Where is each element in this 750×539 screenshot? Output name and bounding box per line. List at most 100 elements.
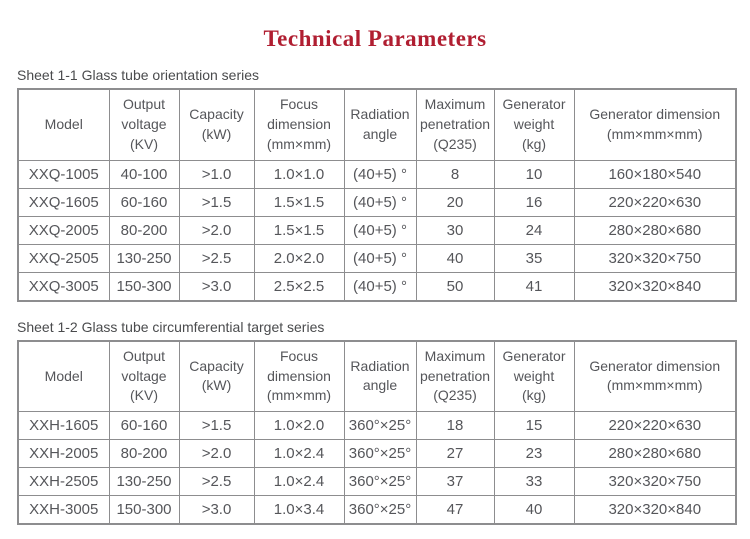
table-row: XXH-2505 130-250 >2.5 1.0×2.4 360°×25° 37 33 32… <box>17 467 737 497</box>
table-cell: >1.5 <box>178 411 255 441</box>
table-cell: 18 <box>415 411 495 441</box>
table-cell: 160×180×540 <box>573 159 737 189</box>
table-cell: XXH-2505 <box>17 467 110 497</box>
column-header: Capacity (kW) <box>178 88 255 161</box>
table-cell: 10 <box>493 159 575 189</box>
table-cell: 23 <box>493 439 575 469</box>
table-cell: XXQ-2005 <box>17 215 110 245</box>
table-cell: XXH-3005 <box>17 495 110 525</box>
table-cell: 40 <box>415 243 495 273</box>
table-cell: 130-250 <box>108 243 180 273</box>
table-cell: 47 <box>415 495 495 525</box>
table-cell: 360°×25° <box>343 439 417 469</box>
table-cell: XXQ-2505 <box>17 243 110 273</box>
table-cell: >2.0 <box>178 439 255 469</box>
table-cell: (40+5) ° <box>343 187 417 217</box>
table-cell: 2.0×2.0 <box>253 243 345 273</box>
glass-tube-orientation-series-table: Model Output voltage (KV) Capacity (kW) Foc… <box>17 88 737 302</box>
table-row: XXQ-1005 40-100 >1.0 1.0×1.0 (40+5) ° 8 10 160×… <box>17 159 737 189</box>
column-header: Generator weight (kg) <box>493 88 575 161</box>
table-cell: 30 <box>415 215 495 245</box>
table-cell: 33 <box>493 467 575 497</box>
table-cell: (40+5) ° <box>343 159 417 189</box>
table-row: XXH-3005 150-300 >3.0 1.0×3.4 360°×25° 47 40 32… <box>17 495 737 525</box>
column-header: Model <box>17 88 110 161</box>
table-cell: 35 <box>493 243 575 273</box>
table-cell: 8 <box>415 159 495 189</box>
table-cell: 20 <box>415 187 495 217</box>
column-header: Radiation angle <box>343 88 417 161</box>
table-cell: 320×320×750 <box>573 243 737 273</box>
table-cell: 320×320×840 <box>573 495 737 525</box>
table-cell: 360°×25° <box>343 495 417 525</box>
table-cell: 41 <box>493 271 575 302</box>
column-header: Generator dimension (mm×mm×mm) <box>573 340 737 413</box>
column-header: Generator weight (kg) <box>493 340 575 413</box>
column-header: Maximum penetration (Q235) <box>415 340 495 413</box>
table-cell: 60-160 <box>108 187 180 217</box>
table-cell: 1.5×1.5 <box>253 187 345 217</box>
table-cell: 40-100 <box>108 159 180 189</box>
table-cell: XXQ-1005 <box>17 159 110 189</box>
column-header: Focus dimension (mm×mm) <box>253 340 345 413</box>
table-cell: >2.5 <box>178 243 255 273</box>
table-cell: 1.0×2.0 <box>253 411 345 441</box>
table-cell: >3.0 <box>178 495 255 525</box>
table-row: XXQ-2505 130-250 >2.5 2.0×2.0 (40+5) ° 40 35 32… <box>17 243 737 273</box>
table-cell: (40+5) ° <box>343 271 417 302</box>
table-cell: 320×320×840 <box>573 271 737 302</box>
table-cell: 1.0×2.4 <box>253 439 345 469</box>
table-cell: 150-300 <box>108 271 180 302</box>
table-cell: 130-250 <box>108 467 180 497</box>
table-cell: >1.0 <box>178 159 255 189</box>
column-header: Capacity (kW) <box>178 340 255 413</box>
table-cell: (40+5) ° <box>343 215 417 245</box>
table-cell: 2.5×2.5 <box>253 271 345 302</box>
sheet-1-2-caption: Sheet 1-2 Glass tube circumferential tar… <box>17 318 325 335</box>
table-cell: 360°×25° <box>343 467 417 497</box>
table-row: XXH-2005 80-200 >2.0 1.0×2.4 360°×25° 27 23 280… <box>17 439 737 469</box>
table-cell: 280×280×680 <box>573 215 737 245</box>
table-row: XXH-1605 60-160 >1.5 1.0×2.0 360°×25° 18 15 220… <box>17 411 737 441</box>
table-cell: 24 <box>493 215 575 245</box>
table-cell: 1.0×3.4 <box>253 495 345 525</box>
table-cell: 320×320×750 <box>573 467 737 497</box>
table-cell: 220×220×630 <box>573 187 737 217</box>
table-cell: >2.5 <box>178 467 255 497</box>
column-header: Output voltage (KV) <box>108 88 180 161</box>
table-cell: 60-160 <box>108 411 180 441</box>
table-cell: 37 <box>415 467 495 497</box>
table-cell: 1.0×1.0 <box>253 159 345 189</box>
page-title: Technical Parameters <box>263 26 487 51</box>
table-cell: 1.0×2.4 <box>253 467 345 497</box>
table-cell: 220×220×630 <box>573 411 737 441</box>
header-row: Model Output voltage (KV) Capacity (kW) Foc… <box>17 88 737 161</box>
column-header: Maximum penetration (Q235) <box>415 88 495 161</box>
sheet-1-1-caption: Sheet 1-1 Glass tube orientation series <box>17 67 260 83</box>
table-cell: 150-300 <box>108 495 180 525</box>
table-cell: 1.5×1.5 <box>253 215 345 245</box>
glass-tube-circumferential-target-series-table: Model Output voltage (KV) Capacity (kW) Foc… <box>17 339 737 526</box>
table-cell: XXH-2005 <box>17 439 110 469</box>
table-row: XXQ-1605 60-160 >1.5 1.5×1.5 (40+5) ° 20 16 220… <box>17 187 737 217</box>
table-cell: 80-200 <box>108 215 180 245</box>
table-cell: 27 <box>415 439 495 469</box>
table-cell: 16 <box>493 187 575 217</box>
column-header: Model <box>17 340 110 413</box>
table-cell: 360°×25° <box>343 411 417 441</box>
table-cell: >3.0 <box>178 271 255 302</box>
table-cell: XXH-1605 <box>17 411 110 441</box>
table-cell: >2.0 <box>178 215 255 245</box>
table-cell: >1.5 <box>178 187 255 217</box>
table-cell: (40+5) ° <box>343 243 417 273</box>
column-header: Output voltage (KV) <box>108 340 180 413</box>
table-cell: 80-200 <box>108 439 180 469</box>
table-cell: 280×280×680 <box>573 439 737 469</box>
table-row: XXQ-2005 80-200 >2.0 1.5×1.5 (40+5) ° 30 24 280… <box>17 215 737 245</box>
table-cell: XXQ-1605 <box>17 187 110 217</box>
header-row: Model Output voltage (KV) Capacity (kW) Foc… <box>17 340 737 413</box>
table-cell: 50 <box>415 271 495 302</box>
table-row: XXQ-3005 150-300 >3.0 2.5×2.5 (40+5) ° 50 41 32… <box>17 271 737 302</box>
table-cell: 40 <box>493 495 575 525</box>
